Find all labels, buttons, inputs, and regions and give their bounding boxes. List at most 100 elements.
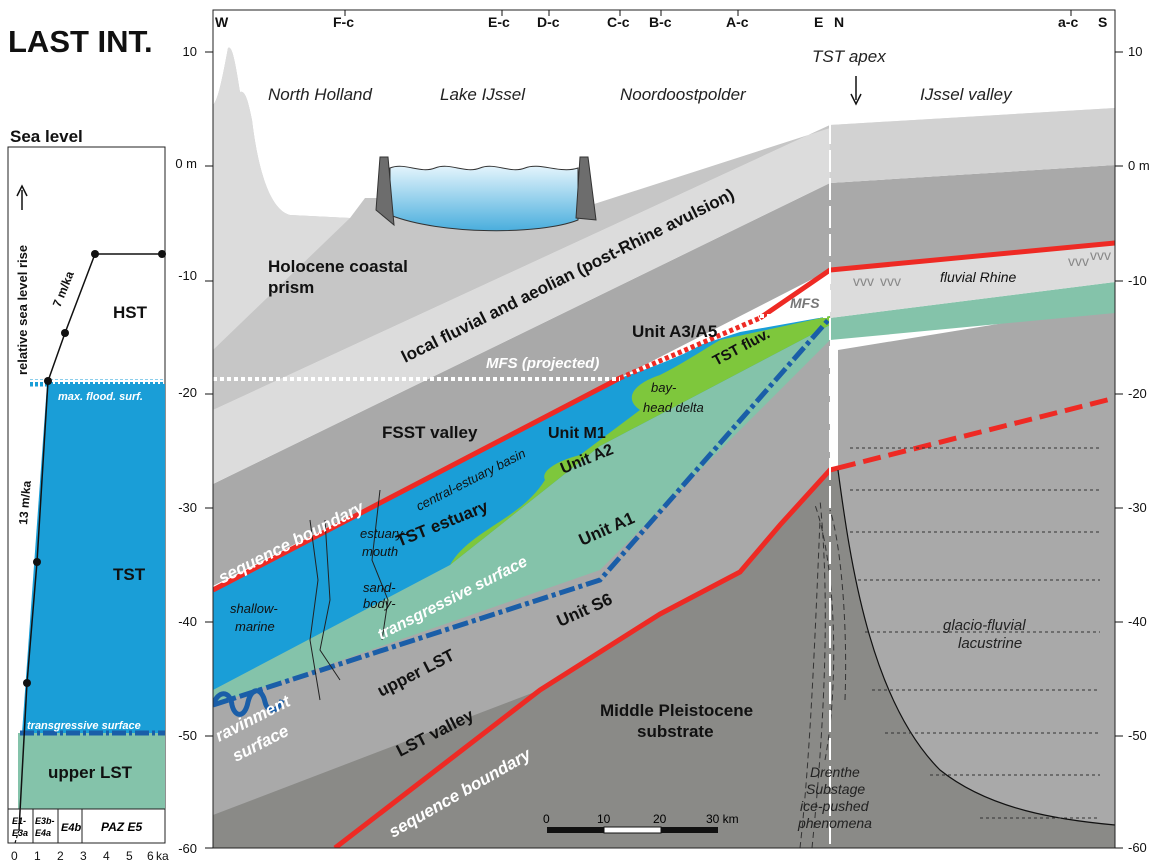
section-frame — [212, 9, 1116, 849]
depth-tick: -40 — [178, 614, 197, 629]
ka-tick: 4 — [103, 849, 110, 863]
curve-point — [44, 377, 52, 385]
max-flood-surf-label: max. flood. surf. — [58, 391, 143, 403]
curve-point — [61, 329, 69, 337]
unit-a3a5-label: Unit A3/A5 — [632, 322, 717, 341]
noordoostpolder-label: Noordoostpolder — [620, 85, 747, 104]
hst-label: HST — [113, 303, 148, 322]
holocene-label-2: prism — [268, 278, 314, 297]
upper-lst-band — [213, 282, 1115, 705]
ka-tick: 5 — [126, 849, 133, 863]
dike-right — [575, 156, 597, 221]
sand-body-label-2: body- — [363, 596, 396, 611]
ka-axis: 0 1 2 3 4 5 6 ka — [11, 849, 169, 863]
depth-axis-right: 10 0 m -10 -20 -30 -40 -50 -60 — [1128, 44, 1150, 855]
top-label: A-c — [726, 14, 749, 30]
svg-text:vvv: vvv — [853, 273, 874, 289]
scale-bar: 0 10 20 30 km — [543, 812, 739, 834]
upper-lst-area — [18, 733, 165, 809]
middle-pleistocene-label-2: substrate — [637, 722, 714, 741]
ravinment-surface-waves — [213, 688, 285, 717]
paz-label: E3a — [12, 828, 28, 838]
drenthe-label-3: ice-pushed — [800, 798, 870, 814]
ijssel-upper-band — [830, 108, 1115, 183]
head-delta-label: head delta — [643, 400, 704, 415]
ka-tick: 3 — [80, 849, 87, 863]
top-label: E-c — [488, 14, 510, 30]
scale-tick: 0 — [543, 812, 550, 826]
drenthe-label: Drenthe — [810, 764, 860, 780]
estuary-mouth-label: estuary- — [360, 526, 408, 541]
figure-title: LAST INT. — [8, 24, 153, 59]
curve-point — [158, 250, 166, 258]
top-label: N — [834, 14, 844, 30]
depth-tick: -30 — [1128, 500, 1147, 515]
sea-level-heading: Sea level — [10, 127, 83, 146]
sequence-boundary-dashed — [837, 395, 1115, 471]
depth-tick: -60 — [178, 841, 197, 856]
scale-tick: 10 — [597, 812, 611, 826]
top-ticks — [344, 10, 1072, 16]
ka-tick: 6 — [147, 849, 154, 863]
glacio-fluvial-lamination — [850, 447, 1100, 819]
depth-tick: 10 — [183, 44, 197, 59]
transgressive-surface-line — [213, 316, 832, 708]
top-label: E — [814, 14, 823, 30]
top-label: C-c — [607, 14, 630, 30]
top-label: a-c — [1058, 14, 1078, 30]
fluvial-rhine-label: fluvial Rhine — [940, 269, 1016, 285]
bay-head-delta-green — [450, 316, 830, 565]
transgressive-surface-panel-label: transgressive surface — [27, 720, 141, 732]
drenthe-label-2: Substage — [806, 781, 865, 797]
dike-left — [375, 156, 395, 227]
shallow-marine-label: shallow- — [230, 601, 278, 616]
glacio-fluvial-boundary — [837, 469, 1115, 826]
sand-body-zigzag — [309, 489, 389, 701]
glacio-fluvial-zone — [838, 305, 1115, 825]
depth-tick: 0 m — [1128, 158, 1150, 173]
curve-point — [91, 250, 99, 258]
top-label: D-c — [537, 14, 560, 30]
vegetation-symbols: vvv vvv vvv vvv — [853, 247, 1111, 289]
estuary-mouth-label-2: mouth — [362, 544, 398, 559]
depth-tick: -20 — [178, 385, 197, 400]
upper-lst-panel-label: upper LST — [48, 763, 133, 782]
top-axis: W F-c E-c D-c C-c B-c A-c E N a-c S — [215, 14, 1107, 30]
curve-dashed-start — [14, 829, 20, 844]
depth-tick: -10 — [1128, 273, 1147, 288]
depth-tick: -30 — [178, 500, 197, 515]
depth-tick: -40 — [1128, 614, 1147, 629]
depth-tick: -50 — [178, 728, 197, 743]
depth-tick: -50 — [1128, 728, 1147, 743]
depth-tick: -10 — [178, 268, 197, 283]
paz-label: E3b- — [35, 816, 55, 826]
curve-point — [23, 679, 31, 687]
tst-estuary-body — [213, 316, 830, 690]
cross-section: vvv vvv vvv vvv — [213, 10, 1115, 848]
ka-unit: ka — [156, 849, 169, 863]
ka-tick: 1 — [34, 849, 41, 863]
unit-m1-label: Unit M1 — [548, 425, 606, 442]
relative-sea-level-axis-label: relative sea level rise — [15, 245, 30, 375]
depth-tick: -60 — [1128, 840, 1147, 855]
sand-body-label: sand- — [363, 580, 396, 595]
scale-tick: 20 — [653, 812, 667, 826]
tst-area — [22, 384, 165, 733]
paz-label: E4b — [61, 822, 81, 834]
tst-label: TST — [113, 565, 146, 584]
fsst-valley-label: FSST valley — [382, 423, 478, 442]
north-holland-label: North Holland — [268, 85, 372, 104]
sea-level-panel: LAST INT. Sea level HST TST upper LST ma… — [7, 24, 169, 863]
middle-pleistocene-label: Middle Pleistocene — [600, 701, 753, 720]
ka-tick: 0 — [11, 849, 18, 863]
depth-ticks-left-marks — [205, 51, 1123, 849]
bay-label: bay- — [651, 380, 677, 395]
top-label: S — [1098, 14, 1107, 30]
depth-tick: -20 — [1128, 386, 1147, 401]
axis-arrow — [16, 184, 28, 210]
scale-tick: 30 km — [706, 812, 739, 826]
depth-tick: 0 m — [175, 156, 197, 171]
svg-text:vvv: vvv — [1068, 253, 1089, 269]
fsst-valley-band — [213, 165, 1115, 586]
lake-ijssel-water — [389, 165, 579, 232]
